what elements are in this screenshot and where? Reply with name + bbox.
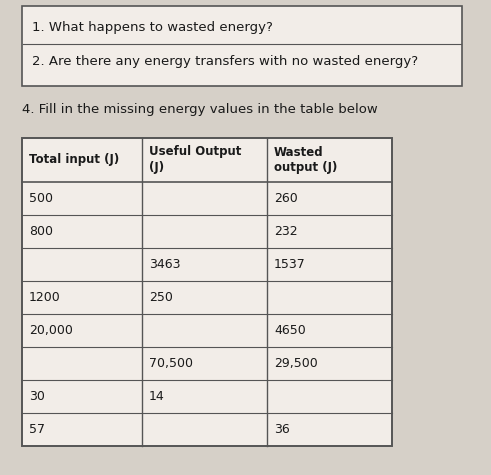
Text: 260: 260 — [274, 192, 298, 205]
Text: Total input (J): Total input (J) — [29, 153, 119, 167]
Text: 250: 250 — [149, 291, 173, 304]
Text: 30: 30 — [29, 390, 45, 403]
Text: 1200: 1200 — [29, 291, 61, 304]
Text: 4. Fill in the missing energy values in the table below: 4. Fill in the missing energy values in … — [22, 103, 378, 116]
Text: 57: 57 — [29, 423, 45, 436]
Text: 800: 800 — [29, 225, 53, 238]
Text: 3463: 3463 — [149, 258, 181, 271]
FancyBboxPatch shape — [22, 6, 462, 86]
Text: 70,500: 70,500 — [149, 357, 193, 370]
Text: 29,500: 29,500 — [274, 357, 318, 370]
FancyBboxPatch shape — [22, 138, 392, 446]
Text: 500: 500 — [29, 192, 53, 205]
Text: 36: 36 — [274, 423, 290, 436]
Text: 232: 232 — [274, 225, 298, 238]
Text: Wasted
output (J): Wasted output (J) — [274, 145, 337, 174]
Text: 4650: 4650 — [274, 324, 306, 337]
Text: Useful Output
(J): Useful Output (J) — [149, 145, 242, 174]
Text: 14: 14 — [149, 390, 165, 403]
Text: 2. Are there any energy transfers with no wasted energy?: 2. Are there any energy transfers with n… — [32, 56, 418, 68]
Text: 1. What happens to wasted energy?: 1. What happens to wasted energy? — [32, 21, 273, 35]
Text: 20,000: 20,000 — [29, 324, 73, 337]
Text: 1537: 1537 — [274, 258, 306, 271]
